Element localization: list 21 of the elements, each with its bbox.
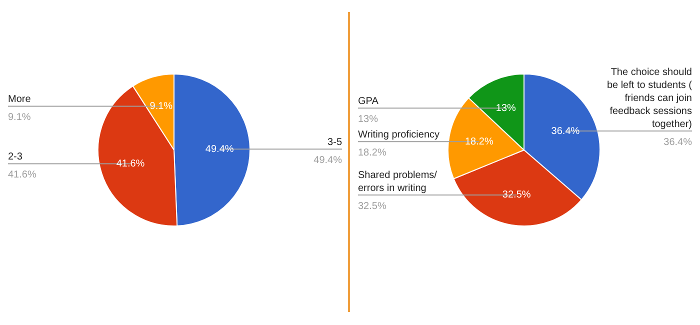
text: 32.5% xyxy=(502,190,531,201)
data-label: 49.4% xyxy=(314,155,342,166)
slice-label: Shared problems/ errors in writing xyxy=(358,170,438,194)
slice-label: Writing proficiency xyxy=(358,130,440,141)
text: 36.4% xyxy=(551,126,580,137)
data-label: 41.6% xyxy=(8,170,36,181)
text: 9.1% xyxy=(150,100,173,112)
slice-label: 2-3 xyxy=(8,152,23,163)
data-label: 32.5% xyxy=(358,200,386,212)
text: 18.2% xyxy=(464,136,494,148)
text: 49.4% xyxy=(205,144,234,155)
slice-label: More xyxy=(8,94,32,106)
data-label: 13% xyxy=(358,114,378,126)
slice-label: 3-5 xyxy=(328,137,342,148)
data-label: 18.2% xyxy=(358,148,386,159)
slice-label: The choice should be left to students ( friends can join feedback sessions together) xyxy=(606,67,693,130)
text: 41.6% xyxy=(116,158,145,170)
data-label: 36.4% xyxy=(664,137,692,148)
data-label: 9.1% xyxy=(8,112,31,124)
slice-label: GPA xyxy=(358,96,379,108)
text: 13% xyxy=(496,102,516,114)
